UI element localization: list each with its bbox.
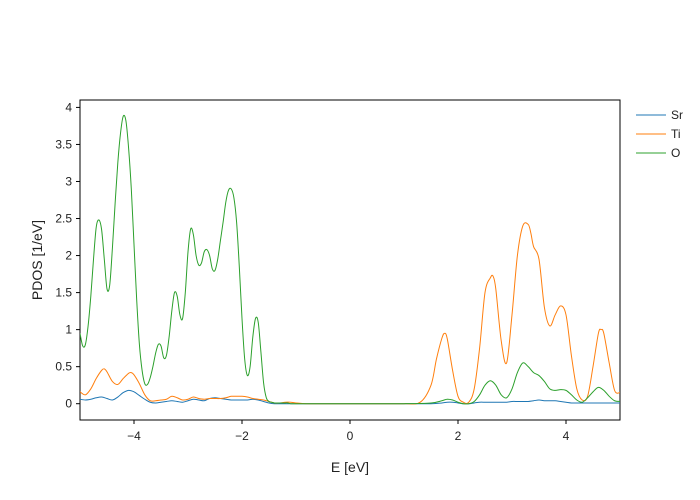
y-tick-label: 2 [65,249,72,263]
y-axis: 0 0.5 1 1.5 2 2.5 3 3.5 4 [55,100,80,411]
y-axis-title: PDOS [1/eV] [29,220,45,300]
y-tick-label: 1.5 [55,286,72,300]
y-tick-label: 2.5 [55,212,72,226]
x-tick-label: −2 [235,429,249,443]
x-tick-label: 4 [563,429,570,443]
legend-label-o: O [671,146,680,160]
y-tick-label: 0.5 [55,360,72,374]
x-axis-title: E [eV] [331,459,369,475]
series-line-ti [80,222,620,405]
series-line-o [80,114,620,405]
legend: Sr Ti O [636,108,683,160]
plot-area: −4 −2 0 2 4 0 0.5 1 1.5 2 2.5 3 3.5 4 [55,99,621,443]
series-group [80,114,620,405]
y-tick-label: 3 [65,174,72,188]
y-tick-label: 1 [65,323,72,337]
legend-label-ti: Ti [671,127,681,141]
y-tick-label: 3.5 [55,137,72,151]
y-tick-label: 4 [65,100,72,114]
x-tick-label: 2 [455,429,462,443]
y-tick-label: 0 [65,397,72,411]
x-tick-label: −4 [127,429,141,443]
x-axis: −4 −2 0 2 4 [127,420,570,443]
legend-label-sr: Sr [671,108,683,122]
series-line-sr [80,389,620,405]
x-tick-label: 0 [347,429,354,443]
